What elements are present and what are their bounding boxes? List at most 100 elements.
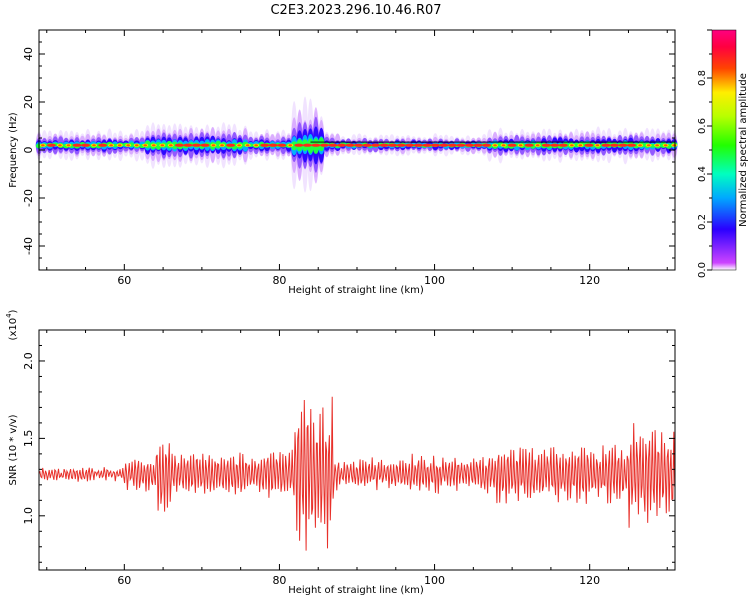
- spectrogram-peak: [191, 143, 201, 147]
- y-tick-label: 2.0: [22, 352, 35, 370]
- spectrogram-peak: [328, 143, 338, 147]
- colorbar-gradient: [711, 29, 737, 271]
- snr-scale-prefix: (x10: [8, 318, 19, 341]
- snr-y-ticks: 2.0 1.5 1.0: [22, 329, 675, 563]
- x-tick-label: 100: [424, 574, 445, 587]
- spectrogram-peak-core: [646, 144, 651, 147]
- spectrogram-peak: [200, 143, 210, 147]
- spectrogram-peak-core: [570, 144, 574, 147]
- spectrogram-peak-core: [501, 144, 506, 147]
- spectrogram-peak: [447, 143, 457, 147]
- y-tick-label: 20: [22, 95, 35, 109]
- spectrogram-peak: [174, 143, 184, 147]
- spectrogram-peak-core: [143, 144, 148, 147]
- x-tick-label: 80: [272, 274, 286, 287]
- spectrogram-peak: [268, 143, 278, 147]
- snr-series: [38, 396, 676, 551]
- snr-x-ticks: 60 80 100 120: [46, 330, 668, 587]
- spectrogram-peak-core: [595, 144, 600, 147]
- spectrogram-peak-core: [254, 144, 258, 147]
- spectrogram-peak-core: [66, 144, 71, 147]
- spectrogram-peak-core: [220, 144, 224, 147]
- spectrogram-peak-core: [638, 144, 642, 147]
- spectrogram-peak: [260, 143, 270, 147]
- spectrogram-peak: [541, 143, 551, 147]
- snr-background: [39, 330, 675, 570]
- spectrogram-peak: [439, 143, 449, 147]
- spectrogram-peak-core: [151, 144, 156, 147]
- spectrogram-cell: [290, 141, 298, 151]
- colorbar-tick-label: 0.6: [697, 118, 708, 134]
- spectrogram-peak: [226, 143, 236, 147]
- x-tick-label: 80: [272, 574, 286, 587]
- spectrogram-peak: [81, 143, 91, 147]
- spectrogram-peak: [336, 143, 346, 147]
- spectrogram-peak-core: [58, 144, 62, 147]
- colorbar: 0.0 0.2 0.4 0.6 0.8 Normalized spectral ampl…: [697, 29, 749, 278]
- spectrogram-peak: [524, 143, 534, 147]
- snr-scale-close: ): [8, 309, 19, 313]
- spectrogram-peak: [371, 143, 381, 147]
- y-tick-label: 40: [22, 47, 35, 61]
- spectrogram-peak-core: [237, 144, 241, 147]
- colorbar-label: Normalized spectral amplitude: [738, 73, 749, 227]
- spectrogram-peak-core: [578, 144, 583, 147]
- spectrogram-y-axis-label: Frequency (Hz): [8, 112, 19, 188]
- spectrogram-peak: [618, 143, 628, 147]
- spectrogram-cell: [155, 142, 162, 150]
- snr-scale-label: (x104): [5, 309, 19, 340]
- y-tick-label: 1.0: [22, 507, 35, 525]
- spectrogram-peak: [558, 143, 568, 147]
- spectrogram-peak-core: [169, 144, 173, 147]
- spectrogram-peak: [430, 143, 440, 147]
- spectrogram-peak: [550, 143, 560, 147]
- spectrogram-peak: [294, 143, 304, 147]
- snr-panel: 60 80 100 120 2.0 1.5 1.0 Height of straight …: [5, 309, 676, 596]
- snr-x-axis-label: Height of straight line (km): [288, 585, 424, 596]
- spectrogram-peak-core: [535, 144, 540, 147]
- spectrogram-peak: [413, 143, 423, 147]
- spectrogram-peak: [379, 143, 389, 147]
- snr-series-line: [38, 396, 676, 551]
- spectrogram-peak-core: [160, 144, 165, 147]
- spectrogram-peak-core: [663, 144, 668, 147]
- spectrogram-x-axis-label: Height of straight line (km): [288, 285, 424, 296]
- spectrogram-peak: [584, 143, 594, 147]
- spectrogram-peak: [507, 143, 517, 147]
- spectrogram-cell: [171, 141, 178, 150]
- spectrogram-band: [35, 96, 678, 193]
- y-tick-label: -20: [22, 189, 35, 207]
- x-tick-label: 60: [117, 574, 131, 587]
- spectrogram-peak: [464, 143, 474, 147]
- spectrogram-peak: [72, 143, 82, 147]
- y-tick-label: 1.5: [22, 430, 35, 448]
- colorbar-tick-label: 0.0: [697, 262, 708, 278]
- x-tick-label: 60: [117, 274, 131, 287]
- spectrogram-peak: [456, 143, 466, 147]
- colorbar-tick-label: 0.4: [697, 166, 708, 182]
- x-tick-label: 100: [424, 274, 445, 287]
- spectrogram-peak-core: [245, 144, 250, 147]
- colorbar-tick-label: 0.2: [697, 214, 708, 230]
- y-tick-label: 0: [22, 147, 35, 154]
- spectrogram-peak-core: [655, 144, 659, 147]
- spectrogram-peak-core: [211, 144, 216, 147]
- spectrogram-peak: [183, 143, 193, 147]
- spectrogram-peak: [354, 143, 364, 147]
- spectrogram-peak: [311, 143, 321, 147]
- x-tick-label: 120: [579, 274, 600, 287]
- spectrogram-peak: [362, 143, 372, 147]
- y-tick-label: -40: [22, 237, 35, 255]
- snr-y-axis-label: SNR (10 * v/v): [8, 414, 19, 485]
- spectrogram-peak-core: [109, 144, 113, 147]
- spectrogram-x-ticks: 60 80 100 120: [46, 30, 668, 287]
- spectrogram-panel: 60 80 100 120 40 20 0 -20 -40 Height of straigh…: [8, 29, 678, 296]
- spectrogram-y-ticks: 40 20 0 -20 -40: [22, 29, 675, 271]
- snr-scale-exponent: 4: [5, 313, 13, 318]
- spectrogram-cell: [214, 140, 222, 149]
- spectrogram-peak: [277, 143, 287, 147]
- spectrogram-peak: [482, 143, 492, 147]
- spectrogram-peak-core: [117, 144, 122, 147]
- spectrogram-peak: [98, 143, 108, 147]
